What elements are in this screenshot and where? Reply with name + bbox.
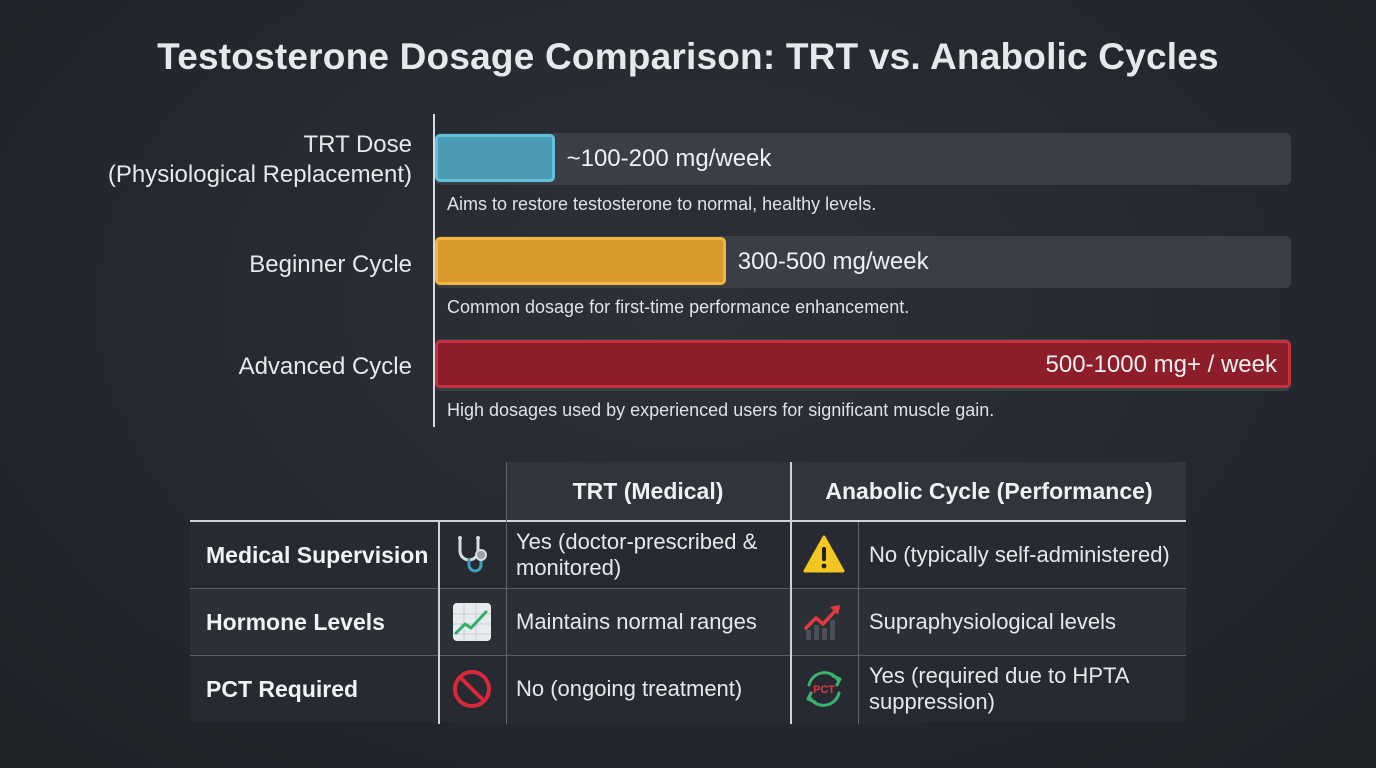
bar-value-label: 500-1000 mg+ / week (1045, 351, 1277, 378)
bar-category-label: Beginner Cycle (249, 251, 412, 278)
comparison-table: TRT (Medical) Anabolic Cycle (Performanc… (190, 462, 1186, 724)
cell-cycle-supervision: No (typically self-administered) (869, 542, 1170, 567)
column-header-trt: TRT (Medical) (572, 478, 724, 504)
bar-track (435, 133, 1291, 185)
column-header-cycle: Anabolic Cycle (Performance) (825, 478, 1153, 504)
table-header-bg-cycle (792, 462, 1186, 520)
line-chart-icon (449, 599, 495, 645)
table-row-bg (190, 656, 1186, 722)
table-column-divider (506, 462, 507, 724)
table-row-divider (190, 588, 1186, 589)
table-column-divider (790, 462, 792, 724)
bar (435, 237, 726, 285)
prohibited-icon (449, 666, 495, 712)
trending-up-icon (801, 599, 847, 645)
cell-cycle-hormone: Supraphysiological levels (869, 609, 1117, 634)
cell-trt-hormone: Maintains normal ranges (516, 609, 757, 634)
dosage-bar-chart: TRT Dose (Physiological Replacement) ~100… (107, 114, 1291, 427)
cell-trt-pct: No (ongoing treatment) (516, 676, 743, 701)
bar-category-label: Advanced Cycle (238, 353, 412, 380)
table-column-divider (438, 522, 440, 724)
table-column-divider (858, 522, 859, 724)
row-label-hormone-levels: Hormone Levels (206, 608, 385, 635)
warning-icon (801, 532, 847, 578)
bar-value-label: 300-500 mg/week (737, 248, 929, 275)
bar-note: Aims to restore testosterone to normal, … (447, 194, 877, 214)
bar (435, 340, 1291, 388)
cell-cycle-pct: Yes (required due to HPTA suppression) (869, 663, 1129, 714)
table-header-divider (190, 520, 1186, 522)
table-row-bg (190, 522, 1186, 588)
bar (435, 134, 555, 182)
stethoscope-icon (449, 532, 495, 578)
bar-note: Common dosage for first-time performance… (447, 297, 910, 317)
bar-category-label: TRT Dose (Physiological Replacement) (107, 131, 412, 188)
row-label-pct-required: PCT Required (206, 675, 359, 702)
table-row-divider (190, 655, 1186, 656)
table-header-bg-trt (506, 462, 790, 520)
cell-trt-supervision: Yes (doctor-prescribed & monitored) (516, 529, 758, 580)
page-title: Testosterone Dosage Comparison: TRT vs. … (157, 36, 1219, 77)
bar-note: High dosages used by experienced users f… (447, 400, 995, 420)
row-label-medical-supervision: Medical Supervision (206, 541, 429, 568)
pct-cycle-icon: PCT (801, 666, 847, 712)
chart-axis-line (433, 114, 435, 427)
table-row-bg (190, 589, 1186, 655)
bar-value-label: ~100-200 mg/week (566, 145, 772, 172)
pct-icon-label: PCT (813, 684, 835, 696)
